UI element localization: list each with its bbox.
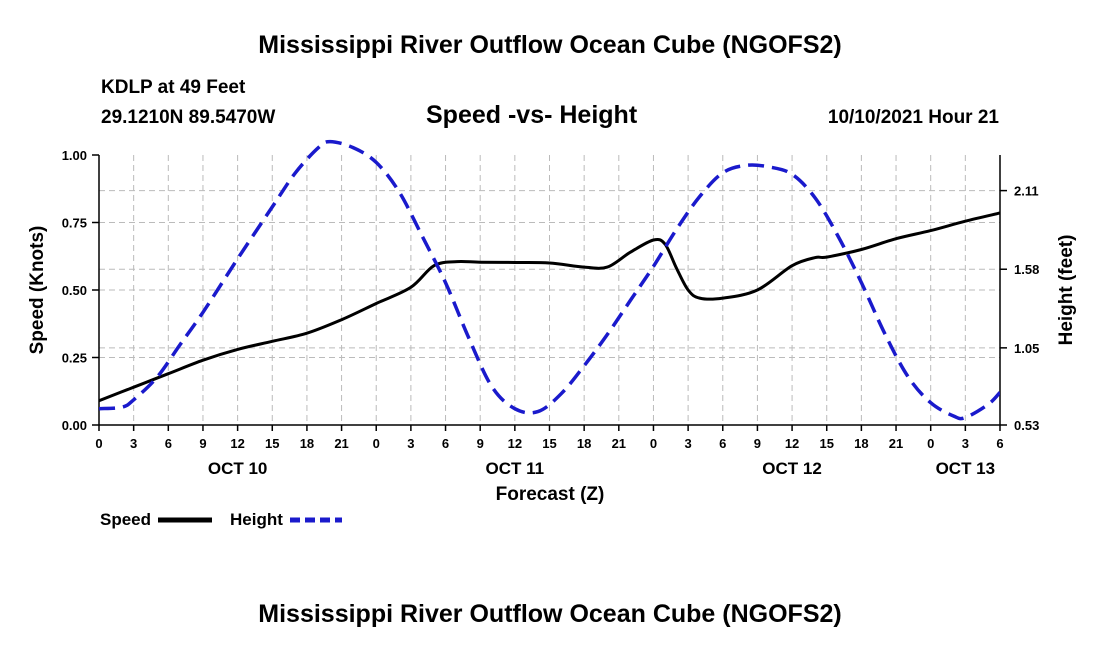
x-tick-label: 12: [230, 436, 244, 451]
x-tick-label: 18: [300, 436, 314, 451]
x-tick-label: 6: [442, 436, 449, 451]
date-label: OCT 12: [762, 459, 822, 478]
station-coordinates: 29.1210N 89.5470W: [101, 107, 276, 128]
x-tick-label: 15: [819, 436, 833, 451]
tick-labels: 0.00 0.25 0.50 0.75 1.00 0.53 1.05 1.58 2.11 0 3 6 9…: [62, 148, 1040, 478]
x-tick-label: 3: [407, 436, 414, 451]
x-tick-label: 15: [542, 436, 556, 451]
x-tick-label: 9: [754, 436, 761, 451]
date-label: OCT 10: [208, 459, 268, 478]
date-label: OCT 11: [486, 459, 545, 478]
y-axis-left-label: Speed (Knots): [27, 226, 48, 355]
x-tick-label: 18: [854, 436, 868, 451]
series: [99, 139, 1000, 421]
x-tick-label: 21: [334, 436, 348, 451]
speed-series-line: [99, 211, 1000, 403]
right-tick-label: 0.53: [1014, 418, 1039, 433]
left-tick-label: 1.00: [62, 148, 87, 163]
x-tick-label: 0: [95, 436, 102, 451]
x-axis-label: Forecast (Z): [496, 484, 605, 505]
legend-height-label: Height: [230, 510, 283, 529]
x-tick-label: 21: [889, 436, 903, 451]
x-tick-label: 18: [577, 436, 591, 451]
x-tick-label: 0: [927, 436, 934, 451]
x-tick-label: 6: [996, 436, 1003, 451]
forecast-timestamp: 10/10/2021 Hour 21: [827, 107, 999, 128]
x-tick-label: 9: [199, 436, 206, 451]
legend-speed-label: Speed: [100, 510, 151, 529]
footer-title: Mississippi River Outflow Ocean Cube (NG…: [258, 600, 842, 628]
left-tick-label: 0.50: [62, 283, 87, 298]
right-tick-label: 2.11: [1014, 184, 1039, 199]
left-tick-label: 0.75: [62, 216, 87, 231]
x-tick-label: 21: [612, 436, 626, 451]
left-tick-label: 0.25: [62, 351, 87, 366]
x-tick-label: 3: [962, 436, 969, 451]
x-tick-label: 3: [130, 436, 137, 451]
x-tick-label: 12: [508, 436, 522, 451]
station-label: KDLP at 49 Feet: [101, 77, 246, 98]
right-tick-label: 1.05: [1014, 341, 1039, 356]
page-title: Mississippi River Outflow Ocean Cube (NG…: [258, 31, 842, 59]
height-series-line: [99, 139, 1000, 421]
x-tick-label: 12: [785, 436, 799, 451]
chart-title: Speed -vs- Height: [426, 101, 638, 129]
x-tick-label: 15: [265, 436, 279, 451]
axes: [92, 154, 1007, 431]
x-tick-label: 0: [650, 436, 657, 451]
x-tick-label: 9: [477, 436, 484, 451]
x-tick-label: 6: [719, 436, 726, 451]
y-axis-right-label: Height (feet): [1056, 235, 1077, 346]
date-label: OCT 13: [936, 459, 996, 478]
x-tick-label: 0: [373, 436, 380, 451]
x-tick-label: 6: [165, 436, 172, 451]
left-tick-label: 0.00: [62, 418, 87, 433]
grid: [99, 155, 1000, 426]
x-tick-label: 3: [684, 436, 691, 451]
right-tick-label: 1.58: [1014, 262, 1039, 277]
